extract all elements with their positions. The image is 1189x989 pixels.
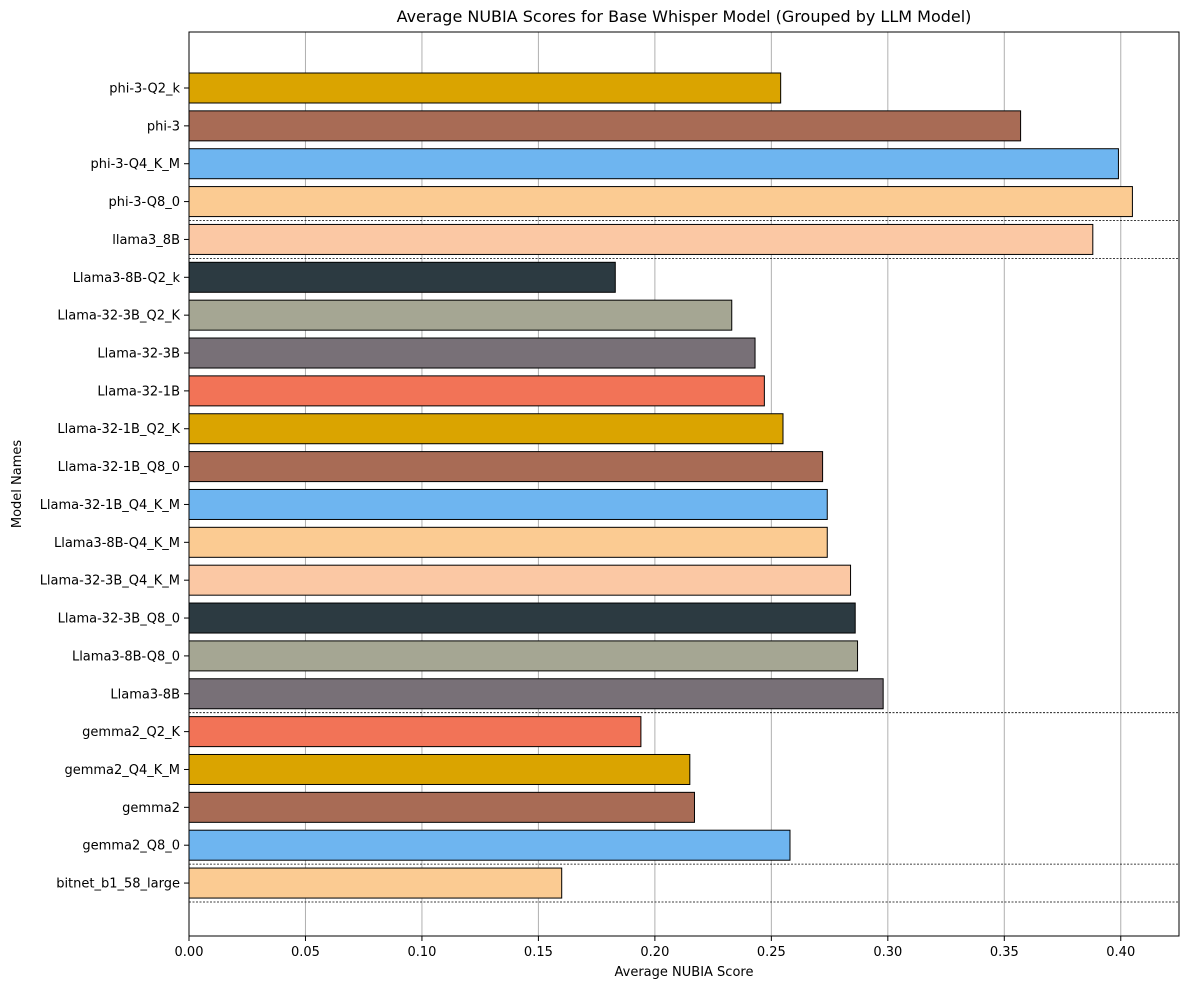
bar bbox=[188, 716, 642, 748]
y-tick-label: phi-3-Q8_0 bbox=[108, 195, 180, 210]
bar bbox=[188, 375, 765, 407]
x-tick-label: 0.20 bbox=[640, 945, 669, 960]
x-tick-label: 0.25 bbox=[757, 945, 786, 960]
y-tick-label: gemma2 bbox=[122, 801, 180, 816]
x-tick-label: 0.10 bbox=[407, 945, 436, 960]
bar bbox=[188, 186, 1133, 218]
bar bbox=[188, 867, 563, 899]
bar bbox=[188, 602, 856, 634]
y-tick-label: Llama-32-1B bbox=[97, 384, 180, 399]
bar bbox=[188, 564, 852, 596]
y-tick-label: Llama-32-1B_Q4_K_M bbox=[40, 498, 180, 513]
y-axis: phi-3-Q2_k phi-3 phi-3-Q4_K_M phi-3-Q8_0lla… bbox=[40, 82, 189, 892]
group-separators bbox=[189, 220, 1179, 903]
x-tick-label: 0.30 bbox=[873, 945, 902, 960]
y-tick-label: llama3_8B bbox=[112, 233, 180, 248]
x-tick-label: 0.35 bbox=[990, 945, 1019, 960]
bar bbox=[188, 261, 616, 293]
y-tick-label: Llama-32-3B bbox=[97, 347, 180, 362]
bar bbox=[188, 640, 859, 672]
x-tick-label: 0.00 bbox=[175, 945, 204, 960]
x-axis: 0.00 0.05 0.10 0.15 0.20 0.25 0.30 0.35 0.40 bbox=[175, 936, 1135, 960]
bar bbox=[188, 526, 828, 558]
y-tick-label: Llama3-8B-Q8_0 bbox=[72, 649, 180, 664]
y-tick-label: Llama-32-3B_Q8_0 bbox=[58, 612, 180, 627]
y-tick-label: Llama-32-1B_Q2_K bbox=[57, 422, 180, 437]
bars bbox=[188, 72, 1133, 899]
x-tick-label: 0.15 bbox=[524, 945, 553, 960]
bar bbox=[188, 451, 824, 483]
x-axis-label: Average NUBIA Score bbox=[615, 965, 754, 980]
plot-frame bbox=[188, 31, 1180, 937]
bar bbox=[188, 829, 791, 861]
y-tick-label: gemma2_Q8_0 bbox=[82, 839, 180, 854]
bar bbox=[188, 337, 756, 369]
bar bbox=[188, 488, 828, 520]
y-tick-label: Llama-32-3B_Q4_K_M bbox=[40, 574, 180, 589]
y-tick-label: gemma2_Q2_K bbox=[82, 725, 180, 740]
bar bbox=[188, 791, 695, 823]
bar bbox=[188, 72, 782, 104]
x-tick-label: 0.05 bbox=[291, 945, 320, 960]
grid-lines bbox=[188, 32, 1122, 936]
y-tick-label: Llama3-8B-Q2_k bbox=[73, 271, 181, 286]
x-tick-label: 0.40 bbox=[1106, 945, 1135, 960]
y-tick-label: gemma2_Q4_K_M bbox=[64, 763, 180, 778]
bar bbox=[188, 753, 691, 785]
bar bbox=[188, 148, 1119, 180]
bar bbox=[188, 223, 1094, 255]
y-tick-label: Llama3-8B bbox=[110, 687, 180, 702]
y-tick-label: bitnet_b1_58_large bbox=[56, 877, 180, 892]
bar bbox=[188, 413, 784, 445]
y-tick-label: Llama3-8B-Q4_K_M bbox=[54, 536, 180, 551]
y-tick-label: Llama-32-1B_Q8_0 bbox=[58, 460, 180, 475]
chart-title: Average NUBIA Scores for Base Whisper Mo… bbox=[397, 7, 972, 26]
y-tick-label: phi-3-Q4_K_M bbox=[91, 157, 180, 172]
y-tick-label: Llama-32-3B_Q2_K bbox=[57, 309, 180, 324]
y-tick-label: phi-3-Q2_k bbox=[109, 82, 180, 97]
y-axis-label: Model Names bbox=[10, 440, 25, 529]
y-tick-label: phi-3 bbox=[147, 119, 180, 134]
bar bbox=[188, 299, 733, 331]
bar bbox=[188, 110, 1022, 142]
bar bbox=[188, 678, 884, 710]
